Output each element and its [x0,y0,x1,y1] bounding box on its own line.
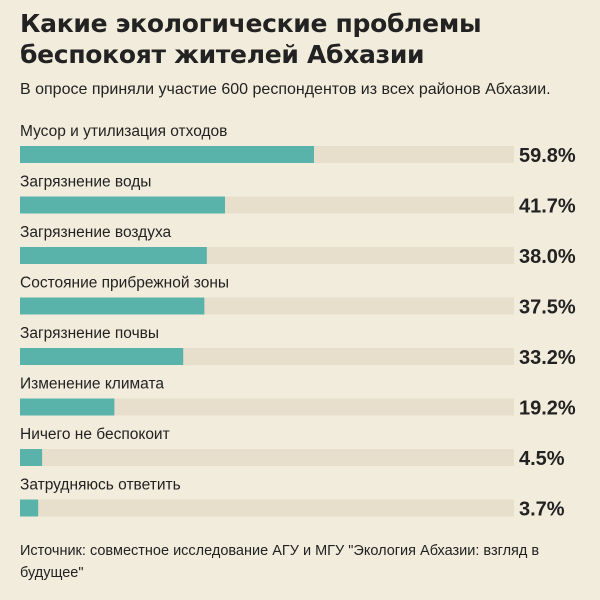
bar [20,398,115,416]
value-label: 37.5% [519,297,576,319]
bar [20,146,314,163]
bar [20,499,39,517]
category-label: Загрязнение почвы [20,325,159,342]
bar-track [20,449,514,466]
bar [20,449,43,466]
category-label: Состояние прибрежной зоны [20,275,229,292]
value-label: 4.5% [519,448,565,470]
category-label: Затрудняюсь ответить [20,477,181,494]
bar [20,297,205,315]
value-label: 41.7% [519,196,576,218]
value-label: 3.7% [519,499,565,521]
bar [20,348,184,365]
chart-subtitle: В опросе приняли участие 600 респонденто… [20,81,551,98]
category-label: Изменение климата [20,376,164,393]
chart-title: Какие экологические проблемы беспокоят ж… [20,9,482,69]
value-label: 33.2% [519,347,576,369]
category-label: Мусор и утилизация отходов [20,123,227,140]
value-label: 59.8% [519,145,576,167]
value-label: 38.0% [519,246,576,268]
bar-track [20,398,514,416]
bar [20,196,226,214]
category-label: Ничего не беспокоит [20,426,170,443]
chart-source-note: Источник: совместное исследование АГУ и … [20,543,540,581]
bar [20,247,207,264]
category-label: Загрязнение воды [20,174,151,191]
bar-track [20,499,514,517]
value-label: 19.2% [519,398,576,420]
category-label: Загрязнение воздуха [20,224,172,241]
